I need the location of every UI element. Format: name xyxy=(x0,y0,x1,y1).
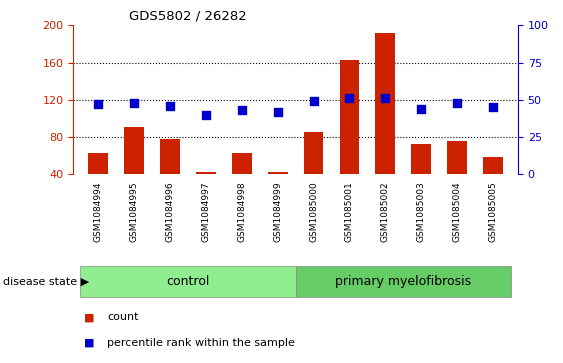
Point xyxy=(166,103,175,109)
Text: ■: ■ xyxy=(84,338,95,348)
Point xyxy=(309,98,318,104)
Bar xyxy=(160,139,180,174)
Text: GSM1085003: GSM1085003 xyxy=(417,182,426,242)
Bar xyxy=(376,33,395,174)
Text: GSM1084998: GSM1084998 xyxy=(237,182,246,242)
Text: count: count xyxy=(107,312,138,322)
Bar xyxy=(196,172,216,174)
Point xyxy=(453,100,462,106)
Text: GSM1085001: GSM1085001 xyxy=(345,182,354,242)
Text: GSM1085005: GSM1085005 xyxy=(488,182,497,242)
Text: GSM1084997: GSM1084997 xyxy=(202,182,211,242)
Text: control: control xyxy=(166,275,209,288)
Bar xyxy=(483,158,503,174)
Text: percentile rank within the sample: percentile rank within the sample xyxy=(107,338,295,348)
Text: GSM1084999: GSM1084999 xyxy=(273,182,282,242)
Bar xyxy=(339,60,359,174)
Point xyxy=(129,100,138,106)
Bar xyxy=(124,127,144,174)
Text: GSM1084996: GSM1084996 xyxy=(166,182,175,242)
Text: GDS5802 / 26282: GDS5802 / 26282 xyxy=(129,9,247,22)
Text: disease state ▶: disease state ▶ xyxy=(3,276,89,286)
Text: GSM1085000: GSM1085000 xyxy=(309,182,318,242)
Point xyxy=(94,101,103,107)
Bar xyxy=(411,143,431,174)
Text: GSM1084994: GSM1084994 xyxy=(94,182,103,242)
Point xyxy=(381,95,390,101)
Bar xyxy=(447,141,467,174)
Text: primary myelofibrosis: primary myelofibrosis xyxy=(335,275,471,288)
Point xyxy=(202,112,211,118)
Bar xyxy=(81,266,296,297)
Point xyxy=(237,107,246,113)
Point xyxy=(345,95,354,101)
Text: ■: ■ xyxy=(84,312,95,322)
Bar xyxy=(88,153,108,174)
Point xyxy=(273,109,282,115)
Text: GSM1084995: GSM1084995 xyxy=(129,182,138,242)
Text: GSM1085002: GSM1085002 xyxy=(381,182,390,242)
Point xyxy=(417,106,426,112)
Bar xyxy=(296,266,511,297)
Bar xyxy=(232,153,252,174)
Bar xyxy=(268,172,288,174)
Text: GSM1085004: GSM1085004 xyxy=(453,182,462,242)
Point xyxy=(488,104,497,110)
Bar xyxy=(303,132,323,174)
